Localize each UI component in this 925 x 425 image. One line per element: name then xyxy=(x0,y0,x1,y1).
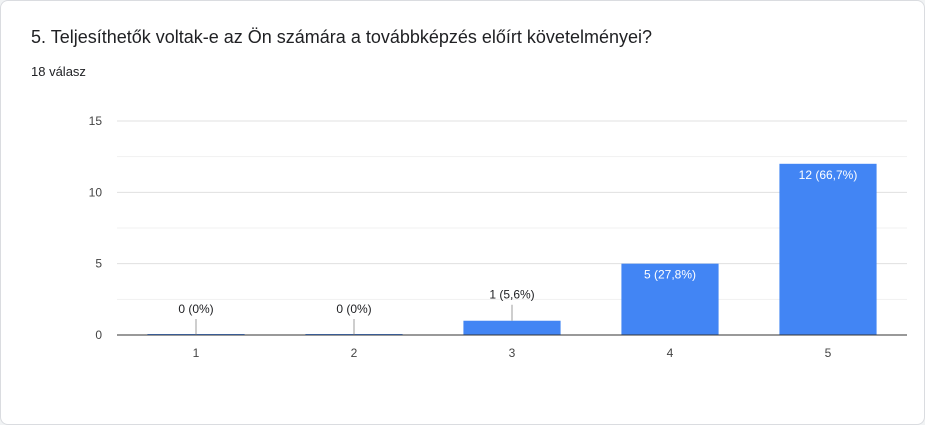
bar xyxy=(463,320,561,335)
question-title: 5. Teljesíthetők voltak-e az Ön számára … xyxy=(31,27,652,47)
x-tick-label: 4 xyxy=(667,346,674,360)
data-label: 12 (66,7%) xyxy=(799,168,858,182)
data-label: 0 (0%) xyxy=(336,302,371,316)
x-tick-label: 2 xyxy=(351,346,358,360)
response-count: 18 válasz xyxy=(31,64,86,79)
x-tick-label: 1 xyxy=(193,346,200,360)
data-label: 5 (27,8%) xyxy=(644,268,696,282)
data-label: 0 (0%) xyxy=(178,302,213,316)
y-tick-label: 5 xyxy=(95,257,102,271)
y-tick-label: 0 xyxy=(95,328,102,342)
data-label: 1 (5,6%) xyxy=(489,288,534,302)
y-tick-label: 15 xyxy=(89,114,103,128)
x-tick-label: 3 xyxy=(509,346,516,360)
bar xyxy=(621,263,719,335)
x-tick-label: 5 xyxy=(825,346,832,360)
y-tick-label: 10 xyxy=(89,185,103,199)
bar xyxy=(779,163,877,335)
